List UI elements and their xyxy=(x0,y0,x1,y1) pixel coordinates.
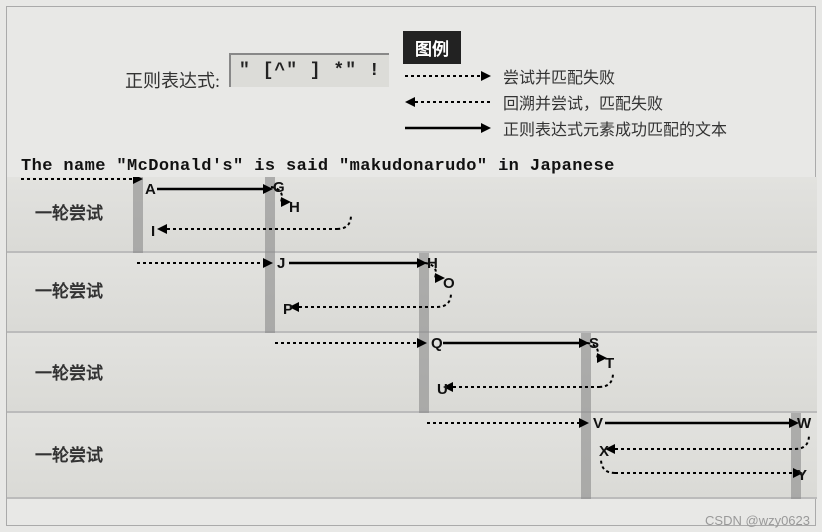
step-marker: O xyxy=(443,275,455,292)
step-marker: H xyxy=(289,199,300,216)
step-marker: T xyxy=(605,355,614,372)
legend-item: 尝试并匹配失败 xyxy=(403,63,727,89)
step-marker: G xyxy=(273,179,285,196)
legend-text: 尝试并匹配失败 xyxy=(503,64,615,88)
header: 正则表达式: " [^" ] *" ! 图例 尝试并匹配失败 回溯并尝试，匹配失… xyxy=(7,25,817,135)
attempt-row: 一轮尝试VWXY xyxy=(7,413,817,499)
watermark: CSDN @wzy0623 xyxy=(705,513,810,528)
legend-arrow-icon xyxy=(403,92,493,112)
legend-item: 正则表达式元素成功匹配的文本 xyxy=(403,115,727,141)
legend-title: 图例 xyxy=(403,31,461,64)
regex-label: 正则表达式: xyxy=(125,67,220,93)
legend-arrow-icon xyxy=(403,66,493,86)
legend-text: 正则表达式元素成功匹配的文本 xyxy=(503,116,727,140)
step-marker: V xyxy=(593,415,603,432)
step-marker: U xyxy=(437,381,448,398)
arrows-layer xyxy=(7,253,817,333)
legend-item: 回溯并尝试，匹配失败 xyxy=(403,89,727,115)
legend: 尝试并匹配失败 回溯并尝试，匹配失败 正则表达式元素成功匹配的文本 xyxy=(403,63,727,141)
legend-text: 回溯并尝试，匹配失败 xyxy=(503,90,663,114)
diagram-frame: 正则表达式: " [^" ] *" ! 图例 尝试并匹配失败 回溯并尝试，匹配失… xyxy=(6,6,816,526)
step-marker: A xyxy=(145,181,156,198)
step-marker: Q xyxy=(431,335,443,352)
attempt-row: 一轮尝试AGHI xyxy=(7,177,817,253)
step-marker: S xyxy=(589,335,599,352)
attempt-row: 一轮尝试JHOP xyxy=(7,253,817,333)
step-marker: W xyxy=(797,415,811,432)
step-marker: P xyxy=(283,301,293,318)
step-marker: I xyxy=(151,223,155,240)
arrows-layer xyxy=(7,333,817,413)
arrows-layer xyxy=(7,413,817,499)
step-marker: X xyxy=(599,443,609,460)
arrows-layer xyxy=(7,177,817,253)
regex-pattern: " [^" ] *" ! xyxy=(229,53,389,87)
step-marker: H xyxy=(427,255,438,272)
step-marker: Y xyxy=(797,467,807,484)
attempts-table: 一轮尝试AGHI一轮尝试JHOP一轮尝试QSTU一轮尝试VWXY xyxy=(7,177,817,499)
legend-arrow-icon xyxy=(403,118,493,138)
sentence-text: The name "McDonald's" is said "makudonar… xyxy=(21,157,615,176)
step-marker: J xyxy=(277,255,285,272)
attempt-row: 一轮尝试QSTU xyxy=(7,333,817,413)
